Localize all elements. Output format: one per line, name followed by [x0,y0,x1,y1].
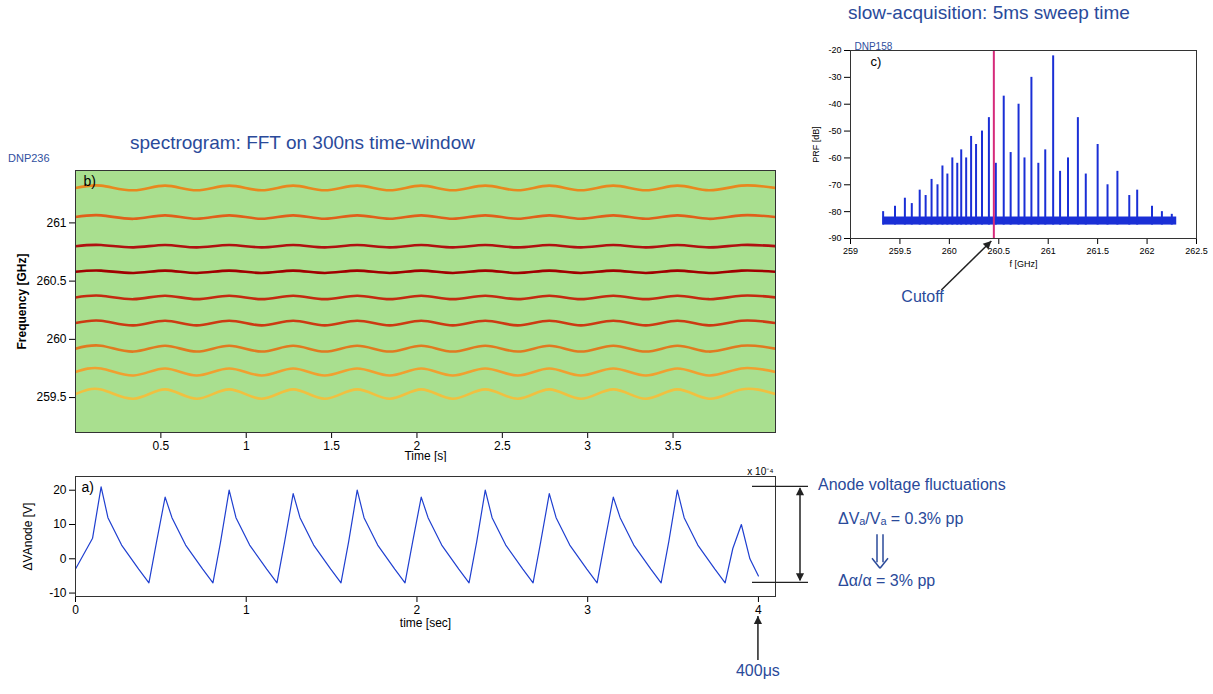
html-text:Δα/α = 3% pp: Δα/α = 3% pp [838,572,936,590]
svg-text:PRF [dB]: PRF [dB] [811,126,821,163]
svg-text:3.5: 3.5 [665,439,682,453]
svg-text:-20: -20 [828,45,841,55]
html-text:spectrogram: FFT on 300ns time: spectrogram: FFT on 300ns time-window [130,132,475,153]
html-text:Cutoff: Cutoff [901,288,944,305]
html-text:slow-acquisition: 5ms sweep ti: slow-acquisition: 5ms sweep time [848,2,1130,23]
svg-text:c): c) [871,54,882,69]
svg-text:0: 0 [60,552,67,566]
svg-text:3: 3 [584,439,591,453]
svg-text:1.5: 1.5 [323,439,340,453]
svg-text:ΔVAnode [V]: ΔVAnode [V] [21,503,35,571]
svg-text:262.5: 262.5 [1185,246,1208,256]
svg-text:259.5: 259.5 [36,390,66,404]
svg-text:-60: -60 [828,153,841,163]
svg-text:f [GHz]: f [GHz] [1009,259,1037,269]
svg-text:-90: -90 [828,233,841,243]
svg-text:20: 20 [53,483,67,497]
svg-text:1: 1 [243,439,250,453]
html-text:ΔVₐ/Vₐ = 0.3% pp: ΔVₐ/Vₐ = 0.3% pp [838,510,964,528]
svg-text:260.5: 260.5 [988,246,1011,256]
svg-text:a): a) [82,479,94,495]
svg-text:259: 259 [843,246,858,256]
svg-text:2: 2 [413,603,421,617]
svg-text:261: 261 [1041,246,1056,256]
html-text:DNP236: DNP236 [8,152,50,164]
svg-text:262: 262 [1140,246,1155,256]
svg-text:0.5: 0.5 [153,439,170,453]
svg-text:-40: -40 [828,99,841,109]
svg-text:1: 1 [243,603,250,617]
svg-text:-30: -30 [828,72,841,82]
svg-text:x 10⁻⁴: x 10⁻⁴ [747,466,773,477]
svg-text:10: 10 [53,517,67,531]
svg-text:2: 2 [413,439,421,453]
svg-text:time [sec]: time [sec] [400,616,451,630]
svg-text:Time [s]: Time [s] [404,449,446,463]
svg-text:Frequency [GHz]: Frequency [GHz] [15,253,29,349]
svg-text:DNP158: DNP158 [855,41,893,52]
svg-text:0: 0 [72,603,79,617]
svg-text:-50: -50 [828,126,841,136]
svg-text:3: 3 [584,603,591,617]
svg-text:259.5: 259.5 [889,246,912,256]
svg-text:2.5: 2.5 [494,439,511,453]
svg-text:261.5: 261.5 [1086,246,1109,256]
svg-text:4: 4 [755,603,762,617]
svg-text:260: 260 [46,332,66,346]
svg-text:-10: -10 [49,586,67,600]
svg-text:260: 260 [942,246,957,256]
svg-text:-80: -80 [828,207,841,217]
html-text:Anode voltage fluctuations: Anode voltage fluctuations [818,476,1006,494]
svg-text:-70: -70 [828,180,841,190]
html-text:400μs: 400μs [736,662,780,679]
svg-text:b): b) [84,173,96,189]
svg-text:261: 261 [46,216,66,230]
svg-text:260.5: 260.5 [36,274,66,288]
